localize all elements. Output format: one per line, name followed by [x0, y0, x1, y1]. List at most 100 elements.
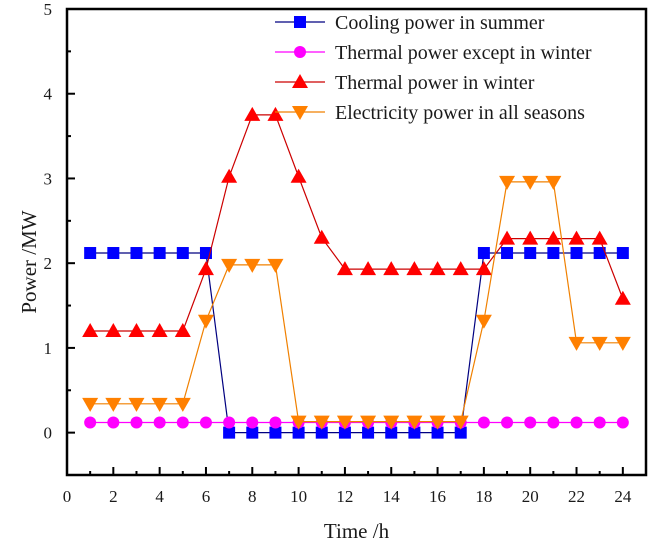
series-0 — [84, 247, 629, 439]
data-point — [383, 261, 400, 276]
data-point — [570, 247, 583, 260]
data-point — [128, 322, 145, 337]
data-point — [545, 175, 562, 190]
legend-label: Thermal power in winter — [335, 72, 535, 94]
data-point — [221, 168, 238, 183]
x-tick-label: 14 — [383, 487, 401, 506]
data-point — [501, 416, 514, 429]
x-tick-label: 2 — [109, 487, 118, 506]
x-tick-label: 20 — [522, 487, 539, 506]
data-point — [524, 416, 537, 429]
series-3 — [82, 175, 631, 430]
data-point — [477, 247, 490, 260]
x-tick-label: 16 — [429, 487, 446, 506]
y-tick-label: 0 — [44, 424, 53, 443]
legend-item: Electricity power in all seasons — [275, 102, 585, 124]
x-tick-label: 18 — [475, 487, 492, 506]
legend-label: Thermal power except in winter — [335, 42, 592, 64]
x-tick-label: 4 — [155, 487, 164, 506]
data-point — [547, 247, 560, 260]
data-point — [547, 416, 560, 429]
data-point — [221, 258, 238, 273]
data-point — [475, 314, 492, 329]
data-point — [197, 314, 214, 329]
y-tick-label: 3 — [44, 169, 53, 188]
data-point — [408, 426, 421, 439]
data-point — [522, 230, 539, 245]
x-tick-label: 10 — [290, 487, 307, 506]
legend-marker — [292, 74, 308, 88]
data-point — [313, 415, 330, 430]
data-point — [336, 261, 353, 276]
data-point — [454, 426, 467, 439]
data-point — [290, 415, 307, 430]
data-point — [82, 322, 99, 337]
y-tick-label: 4 — [44, 85, 53, 104]
data-point — [360, 415, 377, 430]
data-point — [151, 322, 168, 337]
data-point — [385, 426, 398, 439]
data-point — [107, 247, 120, 260]
data-point — [591, 230, 608, 245]
x-tick-label: 6 — [202, 487, 211, 506]
data-point — [292, 426, 305, 439]
y-tick-label: 5 — [44, 0, 53, 19]
data-point — [591, 336, 608, 351]
legend-label: Electricity power in all seasons — [335, 102, 585, 124]
data-point — [267, 106, 284, 121]
data-point — [362, 426, 375, 439]
series-2 — [82, 106, 631, 337]
x-tick-label: 22 — [568, 487, 585, 506]
data-point — [336, 415, 353, 430]
series-line — [90, 181, 623, 423]
data-point — [105, 322, 122, 337]
legend-item: Cooling power in summer — [275, 12, 545, 34]
data-point — [153, 247, 166, 260]
data-point — [130, 247, 143, 260]
data-point — [105, 397, 122, 412]
data-point — [244, 258, 261, 273]
legend-item: Thermal power except in winter — [275, 42, 592, 64]
data-point — [360, 261, 377, 276]
data-point — [501, 247, 514, 260]
data-point — [475, 261, 492, 276]
x-tick-label: 0 — [63, 487, 72, 506]
data-point — [107, 416, 120, 429]
data-point — [452, 261, 469, 276]
data-point — [176, 247, 189, 260]
series-layer — [82, 106, 631, 439]
legend-marker — [294, 46, 306, 58]
y-tick-label: 2 — [44, 254, 53, 273]
data-point — [338, 426, 351, 439]
data-point — [499, 175, 516, 190]
data-point — [128, 397, 145, 412]
data-point — [568, 336, 585, 351]
data-point — [429, 415, 446, 430]
data-point — [614, 336, 631, 351]
data-point — [570, 416, 583, 429]
data-point — [429, 261, 446, 276]
legend-item: Thermal power in winter — [275, 72, 535, 94]
data-point — [614, 290, 631, 305]
data-point — [84, 416, 97, 429]
data-point — [406, 261, 423, 276]
plot-frame — [65, 7, 648, 477]
data-point — [84, 247, 97, 260]
data-point — [315, 426, 328, 439]
data-point — [452, 415, 469, 430]
data-point — [153, 416, 166, 429]
data-point — [267, 258, 284, 273]
x-axis-title: Time /h — [324, 519, 390, 543]
data-point — [246, 426, 259, 439]
data-point — [431, 426, 444, 439]
data-point — [616, 416, 629, 429]
data-point — [151, 397, 168, 412]
legend: Cooling power in summer Thermal power exc… — [275, 12, 592, 124]
data-point — [223, 426, 236, 439]
legend-marker — [294, 16, 306, 28]
y-tick-label: 1 — [44, 339, 53, 358]
data-point — [499, 230, 516, 245]
data-point — [269, 426, 282, 439]
